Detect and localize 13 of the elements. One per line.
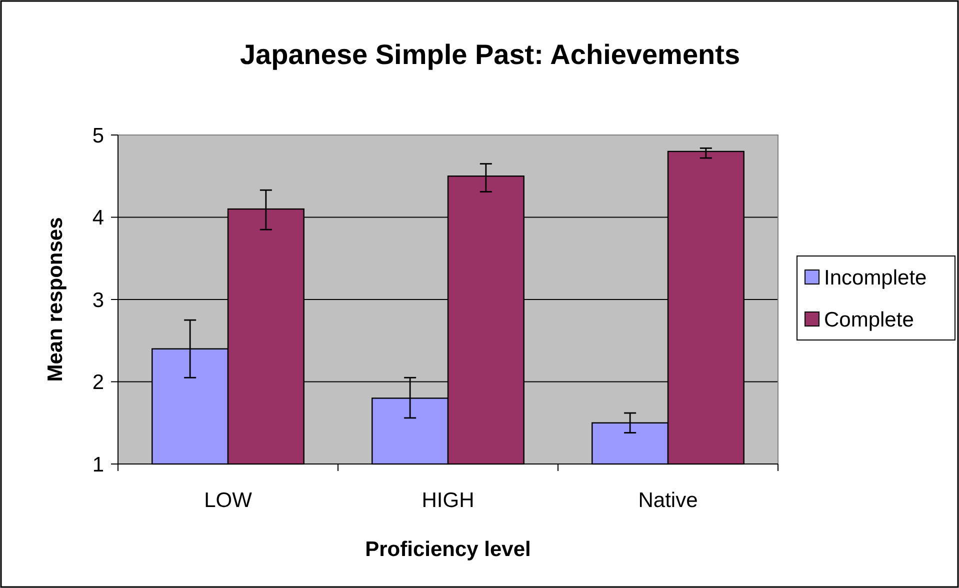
y-tick-label: 1 xyxy=(92,453,104,476)
y-tick-label: 3 xyxy=(92,288,104,312)
y-tick-label: 4 xyxy=(92,206,104,230)
x-tick-label: Native xyxy=(638,489,698,512)
y-tick-label: 5 xyxy=(92,124,104,148)
x-axis-title: Proficiency level xyxy=(365,538,531,561)
legend-label: Complete xyxy=(824,308,914,332)
x-tick-label: LOW xyxy=(204,489,252,512)
y-tick-label: 2 xyxy=(92,371,104,394)
legend-label: Incomplete xyxy=(824,266,927,290)
x-tick-label: HIGH xyxy=(422,489,474,512)
chart-title: Japanese Simple Past: Achievements xyxy=(240,39,740,70)
y-axis-title: Mean responses xyxy=(44,217,67,382)
